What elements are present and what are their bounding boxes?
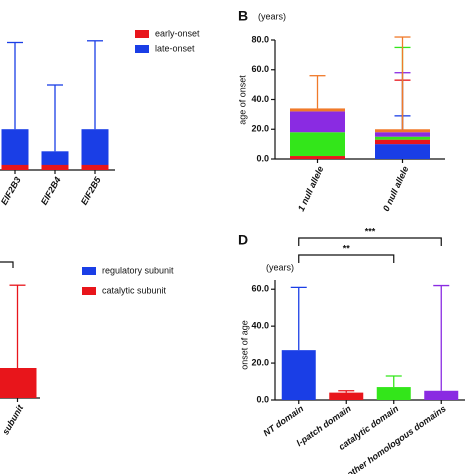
y-tick-label: 60.0 xyxy=(251,64,269,74)
bracket xyxy=(0,261,14,268)
x-tick-label: 0 null allele xyxy=(381,165,411,213)
significance-bracket xyxy=(298,237,442,246)
bar-segment xyxy=(375,136,430,140)
unit-label: (years) xyxy=(258,11,286,21)
bar-segment xyxy=(375,144,430,159)
x-tick-label: EIF2B3 xyxy=(0,175,23,206)
legend-swatch xyxy=(82,267,96,275)
legend-swatch xyxy=(135,45,149,53)
legend-label: late-onset xyxy=(155,43,195,53)
bar xyxy=(1,164,29,170)
bar-segment xyxy=(375,129,430,133)
y-tick-label: 0.0 xyxy=(256,394,269,404)
bar xyxy=(281,350,316,400)
bar xyxy=(1,129,29,170)
significance-label: ** xyxy=(343,243,351,253)
bar-segment xyxy=(375,132,430,137)
y-tick-label: 80.0 xyxy=(251,34,269,44)
bar xyxy=(424,390,459,400)
bar xyxy=(376,387,411,400)
legend-label: regulatory subunit xyxy=(102,265,174,275)
y-axis-label: age of onset xyxy=(237,75,247,125)
legend-label: early-onset xyxy=(155,28,200,38)
legend-swatch xyxy=(82,287,96,295)
bar xyxy=(81,129,109,170)
x-tick-label: NT domain xyxy=(261,403,305,438)
panel-letter: B xyxy=(238,8,248,24)
bar xyxy=(329,392,364,400)
bar-segment xyxy=(290,156,345,159)
bar xyxy=(81,164,109,170)
y-tick-label: 20.0 xyxy=(251,357,269,367)
y-tick-label: 0.0 xyxy=(256,153,269,163)
y-axis-label: onset of age xyxy=(239,320,249,370)
panel-letter: D xyxy=(238,232,248,248)
y-tick-label: 40.0 xyxy=(251,321,269,331)
x-tick-label: EIF2B5 xyxy=(79,174,103,206)
significance-bracket xyxy=(298,254,395,263)
legend-swatch xyxy=(135,30,149,38)
bar-segment xyxy=(290,111,345,133)
x-tick-label: EIF2B4 xyxy=(39,175,63,206)
bar-segment xyxy=(290,132,345,157)
y-tick-label: 60.0 xyxy=(251,284,269,294)
legend-label: catalytic subunit xyxy=(102,285,167,295)
bar-segment xyxy=(375,139,430,145)
significance-label: *** xyxy=(365,226,376,236)
y-tick-label: 40.0 xyxy=(251,94,269,104)
y-tick-label: 20.0 xyxy=(251,124,269,134)
unit-label: (years) xyxy=(266,262,294,272)
bar xyxy=(0,368,37,398)
bar-segment xyxy=(290,108,345,112)
x-tick-label: subunit xyxy=(0,402,25,436)
x-tick-label: 1 null allele xyxy=(296,165,326,213)
bar xyxy=(41,164,69,170)
